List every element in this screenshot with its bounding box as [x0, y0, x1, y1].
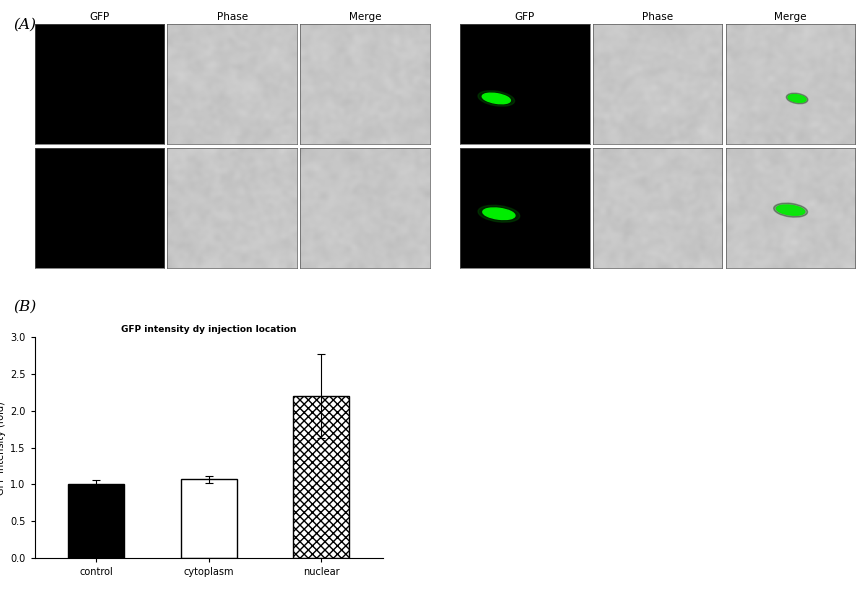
Bar	[68, 484, 124, 558]
Title: GFP: GFP	[515, 12, 535, 22]
Ellipse shape	[788, 95, 806, 102]
Ellipse shape	[773, 203, 808, 217]
Bar	[181, 479, 237, 558]
Ellipse shape	[777, 205, 804, 215]
Title: Phase: Phase	[217, 12, 248, 22]
Ellipse shape	[478, 91, 515, 106]
Ellipse shape	[483, 208, 515, 220]
Title: GFP: GFP	[89, 12, 110, 22]
Ellipse shape	[786, 93, 808, 104]
Ellipse shape	[482, 93, 511, 104]
Bar	[293, 396, 349, 558]
Title: Merge: Merge	[774, 12, 807, 22]
Text: (B): (B)	[13, 299, 36, 313]
Ellipse shape	[478, 205, 520, 222]
Y-axis label: GFP intensity (fold): GFP intensity (fold)	[0, 401, 6, 494]
Title: GFP intensity dy injection location: GFP intensity dy injection location	[121, 325, 296, 334]
Title: Phase: Phase	[642, 12, 673, 22]
Title: Merge: Merge	[349, 12, 381, 22]
Text: (A): (A)	[13, 18, 36, 32]
